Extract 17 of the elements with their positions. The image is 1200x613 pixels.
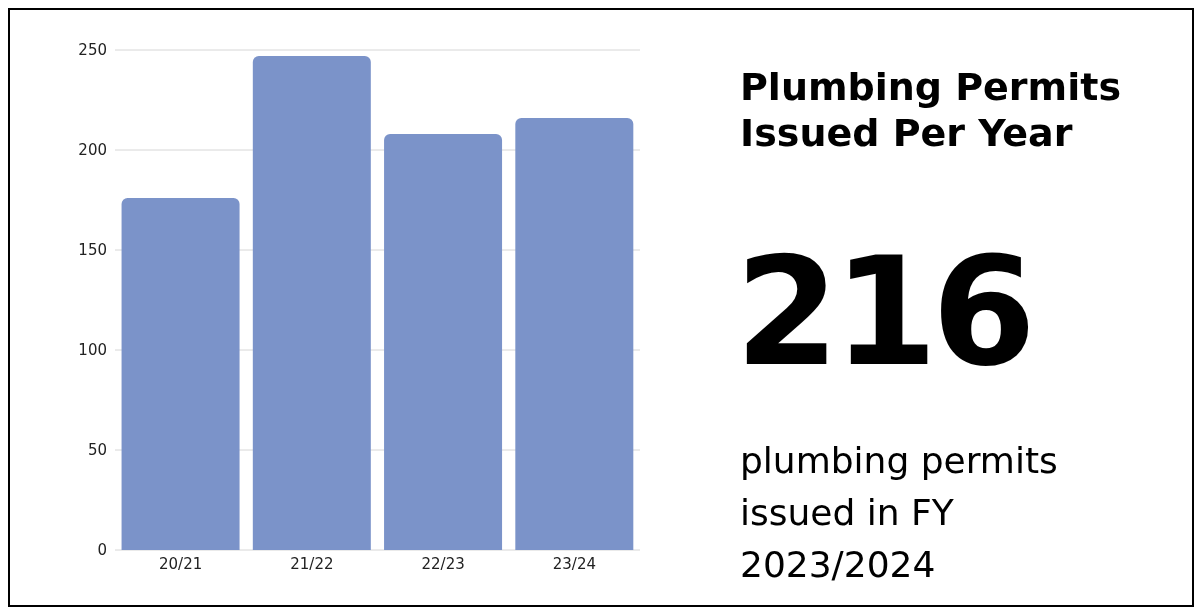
bar — [252, 56, 371, 550]
y-tick-label: 250 — [78, 41, 107, 60]
x-tick-label: 20/21 — [159, 554, 203, 573]
x-tick-label: 23/24 — [552, 554, 596, 573]
x-tick-label: 22/23 — [421, 554, 465, 573]
text: 216 — [735, 225, 1031, 399]
text: plumbing permits issued in FY 2023/2024 — [740, 439, 1059, 588]
x-tick-label: 21/22 — [290, 554, 334, 573]
y-tick-label: 150 — [78, 241, 107, 260]
y-tick-label: 100 — [78, 341, 107, 360]
bar — [515, 118, 634, 550]
bar — [121, 198, 240, 550]
y-tick-label: 50 — [87, 441, 107, 460]
text: Plumbing Permits Issued Per Year — [740, 65, 1122, 157]
y-tick-label: 200 — [78, 141, 107, 160]
y-tick-label: 0 — [97, 541, 107, 560]
bar — [384, 134, 503, 550]
